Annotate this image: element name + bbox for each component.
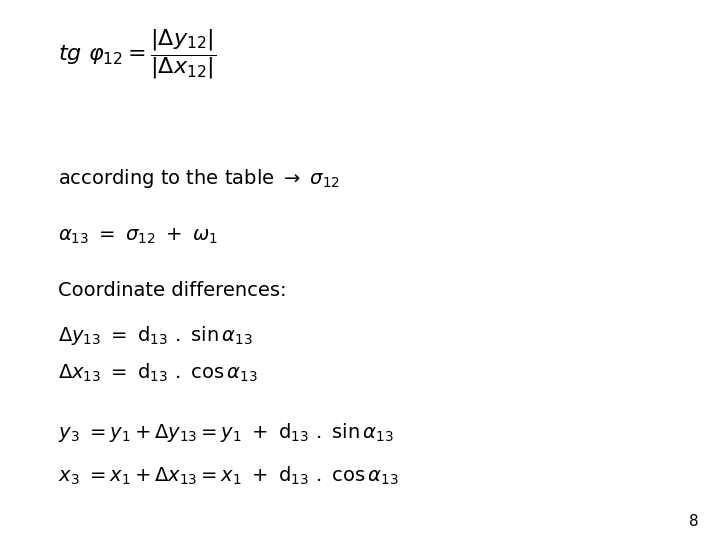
- Text: $\alpha_{13}\ =\ \sigma_{12}\ +\ \omega_{1}$: $\alpha_{13}\ =\ \sigma_{12}\ +\ \omega_…: [58, 227, 217, 246]
- Text: $\Delta y_{13}\ =\ \mathrm{d}_{13}\ .\ \sin\alpha_{13}$: $\Delta y_{13}\ =\ \mathrm{d}_{13}\ .\ \…: [58, 324, 252, 347]
- Text: $\mathit{tg}\ \varphi_{12} = \dfrac{|\Delta y_{12}|}{|\Delta x_{12}|}$: $\mathit{tg}\ \varphi_{12} = \dfrac{|\De…: [58, 27, 216, 81]
- Text: according to the table $\rightarrow\ \sigma_{12}$: according to the table $\rightarrow\ \si…: [58, 167, 340, 191]
- Text: Coordinate differences:: Coordinate differences:: [58, 281, 286, 300]
- Text: $x_{3}\ = x_{1} + \Delta x_{13} = x_{1}\ +\ \mathrm{d}_{13}\ .\ \cos\alpha_{13}$: $x_{3}\ = x_{1} + \Delta x_{13} = x_{1}\…: [58, 464, 398, 487]
- Text: $y_{3}\ = y_{1} + \Delta y_{13} = y_{1}\ +\ \mathrm{d}_{13}\ .\ \sin\alpha_{13}$: $y_{3}\ = y_{1} + \Delta y_{13} = y_{1}\…: [58, 421, 393, 444]
- Text: $\Delta x_{13}\ =\ \mathrm{d}_{13}\ .\ \cos\alpha_{13}$: $\Delta x_{13}\ =\ \mathrm{d}_{13}\ .\ \…: [58, 362, 257, 384]
- Text: 8: 8: [689, 514, 698, 529]
